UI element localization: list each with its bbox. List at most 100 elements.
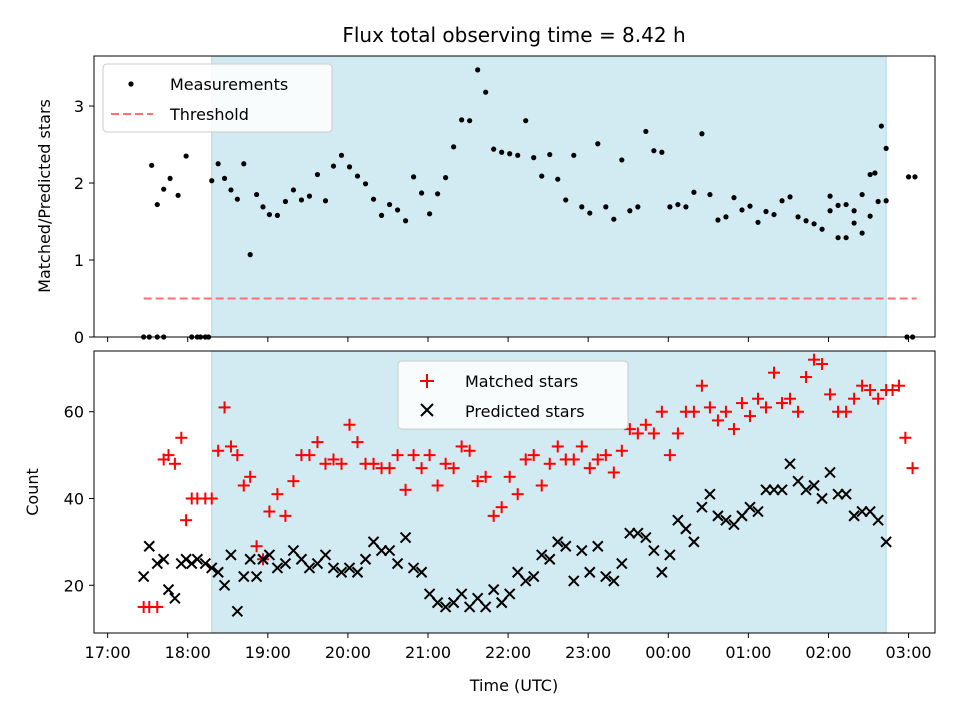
measurement-point (260, 204, 266, 210)
predicted-star-point (680, 523, 692, 535)
predicted-star-point (816, 492, 828, 505)
x-tick-label: 03:00 (886, 643, 932, 662)
matched-star-point (463, 444, 476, 457)
measurement-point (691, 189, 697, 195)
measurement-point (659, 149, 665, 155)
matched-star-point (319, 457, 332, 470)
predicted-star-point (212, 566, 224, 578)
predicted-star-point (640, 531, 652, 544)
matched-star-point (703, 401, 716, 414)
predicted-star-point (263, 549, 276, 561)
matched-star-point (212, 444, 225, 457)
measurement-point (386, 201, 393, 208)
measurement-point (228, 187, 234, 193)
matched-star-point (743, 410, 756, 423)
measurement-point (274, 212, 281, 218)
measurement-point (843, 235, 849, 241)
matched-star-point (615, 444, 628, 457)
measurement-point (905, 174, 912, 180)
predicted-star-point (584, 566, 596, 578)
matched-star-point (768, 366, 781, 379)
top-y-tick-label: 2 (74, 174, 84, 193)
predicted-star-point (319, 549, 332, 561)
matched-star-point (575, 440, 588, 453)
measurement-point (619, 157, 625, 163)
matched-star-point (311, 436, 324, 449)
matched-star-point (447, 462, 460, 475)
matched-star-point (487, 509, 500, 522)
bottom-y-tick-label: 60 (64, 403, 84, 422)
measurement-point (253, 191, 260, 198)
measurement-point (499, 149, 505, 155)
predicted-star-point (295, 553, 308, 565)
predicted-star-point (792, 475, 804, 487)
predicted-star-point (157, 553, 170, 565)
measurement-point (314, 171, 321, 178)
predicted-star-point (712, 510, 724, 522)
measurement-point (209, 178, 215, 184)
top-legend-box (102, 63, 333, 133)
predicted-star-point (736, 510, 748, 522)
matched-star-point (776, 397, 789, 410)
bottom-y-tick-label: 40 (64, 490, 84, 509)
measurement-point (635, 204, 641, 210)
matched-star-point (583, 462, 596, 475)
top-plot-frame (93, 55, 936, 338)
measurement-point (667, 204, 673, 210)
measurement-point (354, 173, 361, 179)
matched-star-point (231, 449, 244, 462)
x-tick-label: 02:00 (805, 643, 851, 662)
predicted-star-point (840, 488, 852, 500)
predicted-star-point (455, 588, 468, 600)
legend-measurements-marker (128, 81, 134, 87)
measurement-point (467, 118, 473, 124)
matched-star-point (631, 427, 644, 440)
chart-title: Flux total observing time = 8.42 h (342, 23, 685, 47)
bottom-legend: Matched stars Predicted stars (397, 360, 629, 430)
predicted-star-point (439, 601, 452, 613)
measurement-point (859, 191, 865, 198)
x-tick-label: 23:00 (565, 643, 611, 662)
measurement-point (715, 217, 721, 223)
matched-star-point (735, 397, 748, 410)
top-y-ticks: 0 1 2 3 (74, 97, 94, 347)
predicted-star-point (728, 518, 740, 531)
measurement-point (161, 186, 167, 192)
measurement-point (167, 175, 173, 182)
measurement-point (875, 198, 881, 205)
matched-star-point (899, 431, 912, 444)
matched-star-point (647, 427, 660, 440)
matched-star-point (180, 514, 193, 527)
measurement-point (266, 211, 273, 218)
measurement-point (555, 176, 561, 182)
measurement-point (322, 198, 329, 204)
predicted-star-point (528, 570, 540, 583)
predicted-star-point (688, 536, 700, 548)
measurement-point (306, 193, 313, 199)
matched-star-point (892, 379, 905, 392)
x-tick-label: 18:00 (165, 643, 211, 662)
predicted-star-point (648, 544, 660, 557)
matched-star-point (367, 457, 380, 470)
bottom-subplot: 17:00 18:00 19:00 20:00 21:00 22:00 23:00 00:00… (23, 350, 936, 695)
predicted-star-point (552, 536, 564, 548)
legend-predicted-marker (420, 403, 434, 417)
matched-star-point (279, 509, 292, 522)
predicted-star-point (399, 531, 412, 544)
bottom-y-tick-label: 20 (64, 576, 84, 595)
measurement-point (611, 216, 617, 222)
matched-star-point (423, 449, 436, 462)
bottom-y-ticks: 20 40 60 (64, 403, 94, 595)
predicted-star-point (244, 553, 256, 565)
measurement-point (418, 190, 425, 196)
matched-star-point (671, 427, 684, 440)
measurement-point (859, 230, 865, 236)
measurement-point (346, 164, 353, 170)
matched-star-point (431, 479, 444, 492)
measurement-point (795, 214, 801, 220)
predicted-star-point (191, 553, 204, 565)
measurement-point (290, 187, 297, 193)
matched-star-point (407, 449, 420, 462)
matched-star-point (205, 492, 218, 505)
predicted-star-point (808, 479, 820, 492)
